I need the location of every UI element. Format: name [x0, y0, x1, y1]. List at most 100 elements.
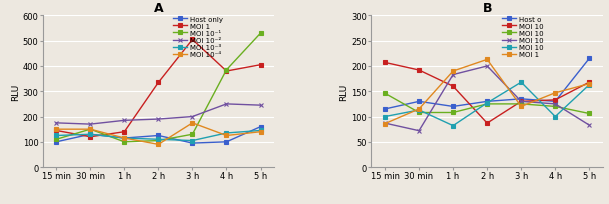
- Line: MOI 10: MOI 10: [382, 64, 592, 133]
- Host only: [223, 141, 230, 143]
- Line: MOI 10: MOI 10: [382, 91, 592, 116]
- MOI 10: [415, 109, 423, 112]
- Host o: [449, 106, 457, 108]
- Host o: [415, 101, 423, 103]
- MOI 10: [415, 69, 423, 72]
- MOI 10⁻³: [223, 132, 230, 135]
- MOI 10: [415, 112, 423, 114]
- MOI 10⁻¹: [121, 141, 128, 143]
- MOI 10: [484, 103, 491, 106]
- Y-axis label: RLU: RLU: [11, 83, 20, 100]
- Y-axis label: RLU: RLU: [340, 83, 348, 100]
- Host o: [484, 101, 491, 103]
- MOI 10⁻³: [86, 133, 94, 136]
- MOI 10⁻²: [257, 104, 264, 107]
- MOI 10: [518, 103, 525, 106]
- MOI 10⁻³: [155, 138, 162, 141]
- Line: Host o: Host o: [382, 57, 592, 112]
- MOI 10: [518, 101, 525, 103]
- MOI 10: [381, 116, 389, 118]
- Host only: [86, 133, 94, 136]
- MOI 10⁻²: [52, 122, 60, 124]
- MOI 10: [552, 103, 559, 106]
- MOI 10: [484, 65, 491, 68]
- MOI 10: [381, 122, 389, 125]
- Host o: [381, 108, 389, 111]
- MOI 1: [155, 82, 162, 84]
- MOI 10⁻²: [189, 116, 196, 118]
- MOI 10⁻²: [155, 118, 162, 121]
- MOI 10: [586, 84, 593, 86]
- MOI 10: [415, 130, 423, 132]
- MOI 10⁻¹: [155, 140, 162, 142]
- MOI 10: [586, 113, 593, 115]
- MOI 10: [381, 62, 389, 64]
- Host only: [155, 135, 162, 137]
- MOI 10⁻²: [86, 123, 94, 126]
- MOI 1: [189, 39, 196, 41]
- MOI 10: [586, 124, 593, 127]
- MOI 10⁻⁴: [52, 128, 60, 131]
- Line: MOI 1: MOI 1: [382, 58, 592, 126]
- MOI 10⁻⁴: [121, 137, 128, 140]
- Line: MOI 10: MOI 10: [382, 61, 592, 126]
- MOI 10: [484, 122, 491, 125]
- MOI 10: [449, 125, 457, 127]
- MOI 1: [223, 70, 230, 73]
- Line: MOI 10⁻²: MOI 10⁻²: [54, 102, 263, 127]
- Host o: [552, 101, 559, 103]
- Host only: [121, 137, 128, 140]
- MOI 1: [52, 130, 60, 132]
- MOI 10: [518, 82, 525, 84]
- MOI 10: [552, 116, 559, 118]
- MOI 10: [449, 74, 457, 76]
- Line: MOI 1: MOI 1: [54, 38, 263, 140]
- Legend: Host o, MOI 10, MOI 10, MOI 10, MOI 10, MOI 1: Host o, MOI 10, MOI 10, MOI 10, MOI 10, …: [502, 17, 543, 58]
- MOI 10⁻³: [257, 130, 264, 132]
- MOI 10⁻³: [189, 140, 196, 142]
- Host o: [518, 98, 525, 101]
- MOI 10: [518, 101, 525, 103]
- MOI 10⁻⁴: [189, 122, 196, 124]
- Line: MOI 10⁻⁴: MOI 10⁻⁴: [54, 121, 263, 147]
- Line: MOI 10⁻³: MOI 10⁻³: [54, 128, 263, 143]
- MOI 1: [381, 123, 389, 125]
- MOI 10⁻³: [52, 135, 60, 137]
- MOI 1: [586, 83, 593, 85]
- MOI 10: [586, 82, 593, 84]
- MOI 1: [121, 131, 128, 133]
- MOI 10⁻⁴: [155, 143, 162, 146]
- MOI 1: [449, 70, 457, 73]
- MOI 1: [518, 106, 525, 108]
- MOI 1: [552, 92, 559, 94]
- MOI 10: [449, 112, 457, 114]
- MOI 10⁻³: [121, 137, 128, 140]
- MOI 1: [415, 108, 423, 111]
- MOI 10⁻⁴: [223, 135, 230, 137]
- Host only: [52, 141, 60, 143]
- Line: MOI 10: MOI 10: [382, 80, 592, 129]
- MOI 1: [257, 64, 264, 67]
- MOI 10⁻¹: [52, 138, 60, 141]
- MOI 10⁻⁴: [257, 131, 264, 133]
- Line: MOI 10⁻¹: MOI 10⁻¹: [54, 31, 263, 145]
- MOI 10: [381, 93, 389, 95]
- MOI 10⁻¹: [257, 33, 264, 35]
- MOI 10⁻⁴: [86, 128, 94, 131]
- Host only: [189, 142, 196, 145]
- Title: A: A: [153, 2, 163, 15]
- MOI 10: [552, 99, 559, 102]
- MOI 1: [484, 59, 491, 61]
- MOI 10⁻¹: [189, 133, 196, 136]
- MOI 10: [484, 102, 491, 105]
- MOI 10: [552, 106, 559, 108]
- MOI 10⁻¹: [86, 128, 94, 131]
- Host o: [586, 58, 593, 60]
- Line: Host only: Host only: [54, 125, 263, 146]
- MOI 10⁻²: [223, 103, 230, 106]
- Legend: Host only, MOI 1, MOI 10⁻¹, MOI 10⁻², MOI 10⁻³, MOI 10⁻⁴: Host only, MOI 1, MOI 10⁻¹, MOI 10⁻², MO…: [174, 17, 223, 58]
- Title: B: B: [482, 2, 492, 15]
- Host only: [257, 126, 264, 128]
- MOI 10⁻¹: [223, 69, 230, 72]
- MOI 10: [449, 85, 457, 88]
